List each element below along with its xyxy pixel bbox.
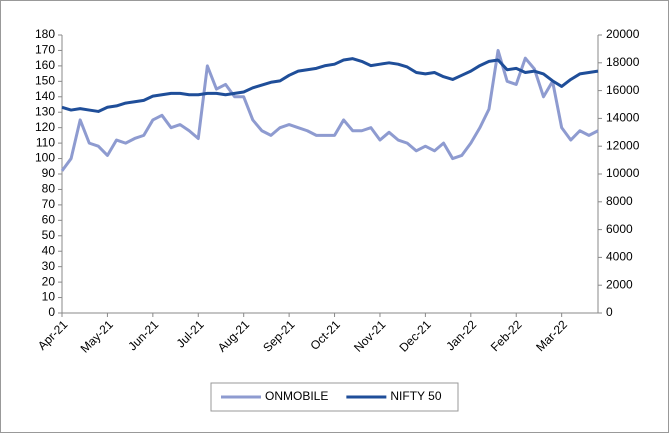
y2-tick-label: 12000 [606, 138, 640, 152]
y-tick-label: 140 [35, 89, 55, 103]
y-tick-label: 40 [42, 243, 56, 257]
y2-tick-label: 10000 [606, 166, 640, 180]
y2-tick-label: 14000 [606, 111, 640, 125]
y-tick-label: 70 [42, 197, 56, 211]
y2-tick-label: 0 [606, 305, 613, 319]
y2-tick-label: 2000 [606, 277, 633, 291]
y-tick-label: 120 [35, 120, 55, 134]
series-line [61, 57, 599, 113]
y2-tick-label: 6000 [606, 222, 633, 236]
y2-tick-label: 16000 [606, 83, 640, 97]
y2-tick-label: 4000 [606, 250, 633, 264]
legend-label: NIFTY 50 [390, 389, 441, 403]
y-tick-label: 80 [42, 182, 56, 196]
y-tick-label: 170 [35, 43, 55, 57]
y-tick-label: 100 [35, 151, 55, 165]
y-tick-label: 150 [35, 74, 55, 88]
y-tick-label: 90 [42, 166, 56, 180]
y-tick-label: 30 [42, 259, 56, 273]
legend-label: ONMOBILE [265, 389, 328, 403]
y2-tick-label: 8000 [606, 194, 633, 208]
y-tick-label: 50 [42, 228, 56, 242]
y-tick-label: 160 [35, 58, 55, 72]
series-line [60, 48, 599, 172]
y-tick-label: 180 [35, 27, 55, 41]
y-tick-label: 10 [42, 290, 56, 304]
y-tick-label: 20 [42, 274, 56, 288]
y-tick-label: 60 [42, 213, 56, 227]
y-tick-label: 130 [35, 104, 55, 118]
y-tick-label: 110 [36, 135, 55, 149]
y-tick-label: 0 [48, 305, 55, 319]
y2-tick-label: 18000 [606, 55, 640, 69]
y2-tick-label: 20000 [606, 27, 640, 41]
